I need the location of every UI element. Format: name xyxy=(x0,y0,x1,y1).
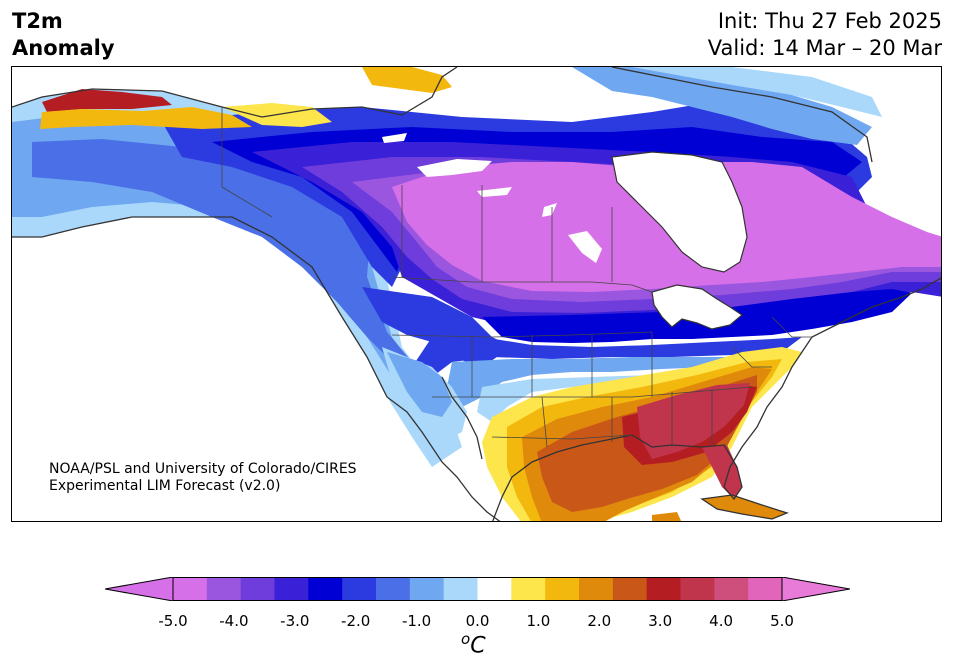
colorbar-units: oC xyxy=(461,630,486,658)
anomaly-region-mid-blue xyxy=(412,337,802,377)
colorbar-segment xyxy=(511,577,546,601)
colorbar-segment xyxy=(646,577,681,601)
units-base: C xyxy=(470,633,486,659)
colorbar-segment xyxy=(714,577,749,601)
anomaly-region-arctic-islands-blue xyxy=(572,67,872,145)
colorbar-segment xyxy=(376,577,411,601)
colorbar-segment xyxy=(612,577,648,601)
colorbar-segment xyxy=(173,577,208,601)
init-date: Init: Thu 27 Feb 2025 xyxy=(717,9,942,33)
map-title-line1: T2m xyxy=(12,9,63,33)
colorbar-tick-label: 3.0 xyxy=(648,612,673,630)
anomaly-region-yucatan xyxy=(652,512,682,521)
anomaly-region-plains-lightblue xyxy=(447,357,732,407)
colorbar-segment xyxy=(342,577,377,601)
map-title-line2: Anomaly xyxy=(12,36,115,60)
colorbar-border xyxy=(172,577,783,601)
colorbar-segment xyxy=(748,577,783,601)
colorbar-tick-label: -5.0 xyxy=(158,612,188,630)
colorbar-under-extension xyxy=(105,577,174,601)
colorbar-segment xyxy=(680,577,715,601)
valid-range: Valid: 14 Mar – 20 Mar xyxy=(707,36,942,60)
anomaly-region-cuba xyxy=(702,495,787,519)
anomaly-region-warm-crimson xyxy=(637,383,750,459)
colorbar-tick-label: -3.0 xyxy=(280,612,310,630)
credit-line2: Experimental LIM Forecast (v2.0) xyxy=(49,478,281,494)
colorbar-tick-label: 0.0 xyxy=(465,612,490,630)
forecast-dates: Init: Thu 27 Feb 2025 Valid: 14 Mar – 20… xyxy=(708,8,942,62)
prairie-lake xyxy=(568,231,602,263)
anomaly-region-southwest-blue xyxy=(387,352,452,417)
anomaly-region-arctic-islands-gold xyxy=(362,67,452,93)
prairie-lake xyxy=(417,159,492,177)
colorbar-segment xyxy=(308,577,343,601)
colorbar-tick-label: -4.0 xyxy=(219,612,249,630)
colorbar-segment xyxy=(409,577,445,601)
colorbar xyxy=(105,577,850,601)
prairie-lake xyxy=(542,203,557,217)
colorbar-segment xyxy=(579,577,614,601)
prairie-lake xyxy=(477,187,512,197)
great-lakes xyxy=(651,284,744,330)
map-canvas xyxy=(12,67,941,521)
colorbar-tick-label: 2.0 xyxy=(587,612,612,630)
anomaly-region-arctic-orange xyxy=(40,107,252,129)
colorbar-segment xyxy=(240,577,275,601)
credit-line1: NOAA/PSL and University of Colorado/CIRE… xyxy=(49,461,357,477)
colorbar-segment xyxy=(443,577,478,601)
anomaly-region-arctic-islands-pale xyxy=(632,67,882,117)
colorbar-segment xyxy=(477,577,512,601)
colorbar-tick-label: -1.0 xyxy=(401,612,432,630)
coastlines xyxy=(12,67,941,521)
prairie-lake xyxy=(382,133,407,143)
colorbar-segment xyxy=(274,577,309,601)
colorbar-tick-label: 4.0 xyxy=(709,612,734,630)
hudson-bay xyxy=(611,151,748,273)
colorbar-tick-label: 1.0 xyxy=(526,612,551,630)
map-title: T2m Anomaly xyxy=(12,8,115,62)
colorbar-over-extension xyxy=(781,577,850,601)
anomaly-map xyxy=(11,66,942,522)
colorbar-tick-label: -2.0 xyxy=(341,612,371,630)
units-superscript: o xyxy=(461,630,471,648)
colorbar-segment xyxy=(545,577,580,601)
anomaly-region-plains-palest xyxy=(477,372,692,422)
credit-text: NOAA/PSL and University of Colorado/CIRE… xyxy=(49,461,357,495)
anomaly-region-arctic-red xyxy=(42,89,172,112)
colorbar-segment xyxy=(206,577,242,601)
political-borders xyxy=(221,107,812,448)
colorbar-tick-label: 5.0 xyxy=(770,612,794,630)
